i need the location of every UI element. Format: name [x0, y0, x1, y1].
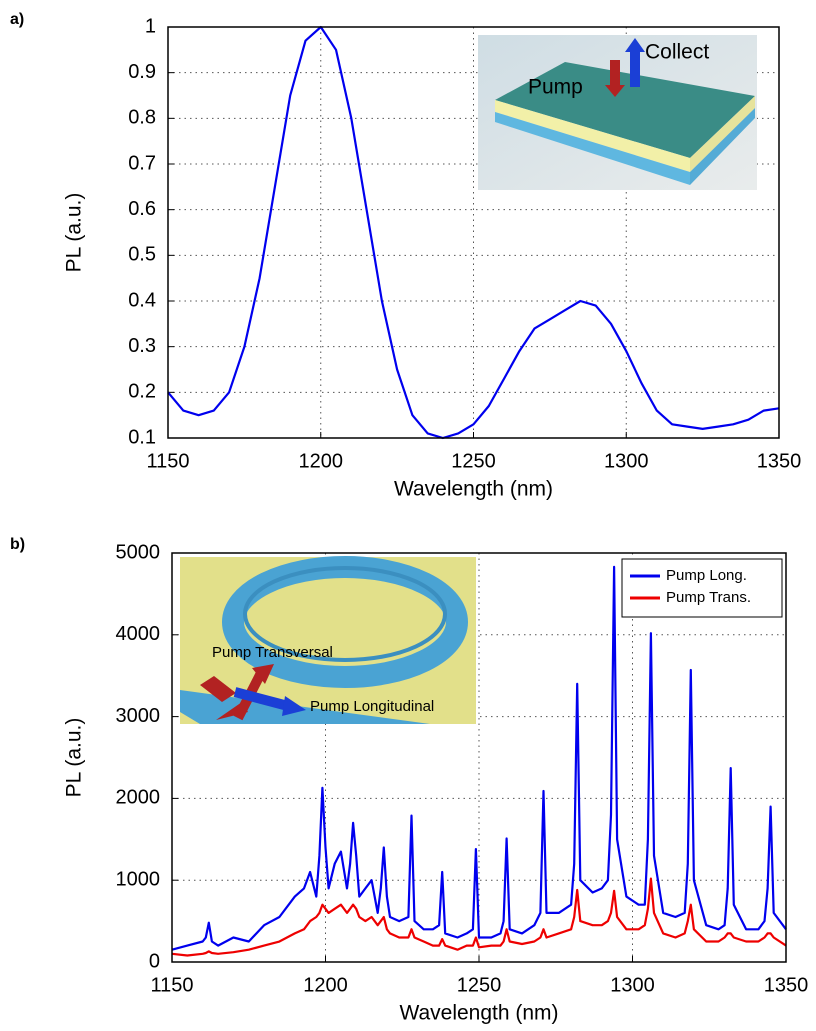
y-axis-label: PL (a.u.): [63, 193, 86, 273]
inset-label: Pump Longitudinal: [310, 698, 434, 715]
x-tick-label: 1250: [457, 974, 502, 996]
inset-label: Pump: [528, 76, 583, 99]
y-tick-label: 5000: [116, 541, 161, 563]
y-tick-label: 0.1: [128, 426, 156, 448]
inset-b: Pump Transversal Pump Longitudinal: [180, 556, 476, 724]
chart: 0.1 0.2 0.3 0.4 0.5 0.6 0.7 0.8 0.9 1 1150 1200 1250…: [63, 15, 802, 500]
plot-frame: [167, 26, 780, 439]
legend-label: Pump Long.: [666, 567, 747, 584]
plots: 0.1 0.2 0.3 0.4 0.5 0.6 0.7 0.8 0.9 1 1150 1200 1250…: [63, 15, 809, 1024]
x-tick-label: 1300: [604, 450, 649, 472]
data-line: [167, 25, 780, 440]
y-tick-label: 1: [145, 15, 156, 37]
data-line: [171, 565, 787, 951]
y-tick-label: 3000: [116, 705, 161, 727]
x-tick-label: 1350: [764, 974, 809, 996]
x-tick-label: 1150: [146, 450, 189, 472]
y-tick-label: 0.8: [128, 107, 156, 129]
legend-label: Pump Trans.: [666, 589, 751, 606]
y-tick-label: 0.7: [128, 152, 156, 174]
y-tick-label: 0.3: [128, 335, 156, 357]
chart: 0 1000 2000 3000 4000 5000 1150 1200 1250 1300 135…: [63, 541, 809, 1024]
data-line: [171, 877, 787, 957]
y-tick-label: 0.5: [128, 244, 156, 266]
x-axis-label: Wavelength (nm): [394, 478, 553, 501]
x-tick-label: 1250: [451, 450, 496, 472]
y-tick-label: 0.9: [128, 61, 156, 83]
inset-label: Pump Transversal: [212, 644, 333, 661]
y-axis-label: PL (a.u.): [63, 718, 86, 798]
y-tick-label: 2000: [116, 787, 161, 809]
legend-box: [621, 558, 783, 618]
y-tick-label: 0.6: [128, 198, 156, 220]
y-tick-label: 1000: [116, 868, 161, 890]
legend: Pump Long. Pump Trans.: [621, 558, 783, 618]
y-tick-label: 0.2: [128, 381, 156, 403]
y-tick-label: 4000: [116, 623, 161, 645]
x-tick-label: 1350: [757, 450, 802, 472]
y-tick-label: 0.4: [128, 289, 156, 311]
panel-label: a): [10, 11, 24, 28]
panel-label: b): [10, 536, 25, 553]
y-tick-label: 0: [149, 950, 160, 972]
plot-frame: [171, 552, 787, 963]
x-tick-label: 1200: [303, 974, 348, 996]
inset-label: Collect: [645, 41, 709, 64]
x-tick-label: 1150: [150, 974, 193, 996]
x-tick-label: 1300: [610, 974, 655, 996]
inset-a: Collect Pump: [478, 35, 757, 190]
x-tick-label: 1200: [299, 450, 344, 472]
x-axis-label: Wavelength (nm): [399, 1002, 558, 1025]
